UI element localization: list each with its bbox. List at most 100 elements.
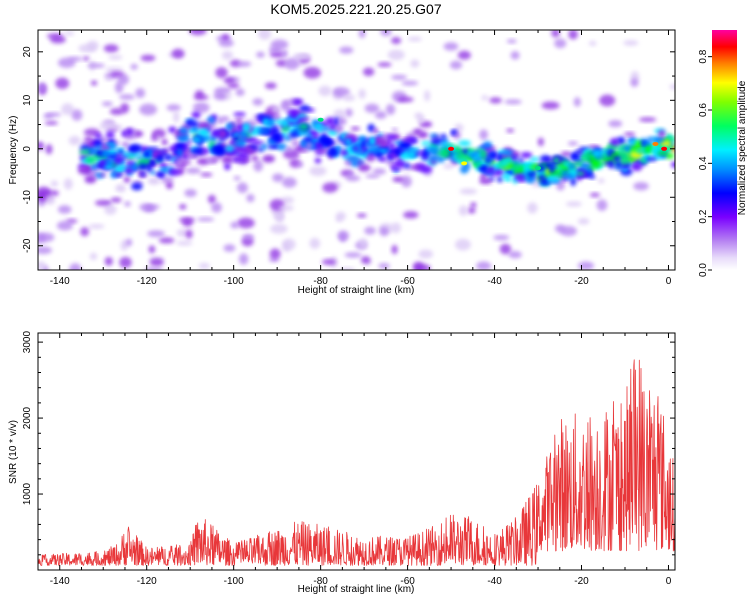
spectrogram-noise-cell	[303, 66, 322, 79]
spectrogram-noise-cell	[630, 78, 639, 88]
spectrogram-noise-cell	[130, 63, 138, 70]
spectrogram-ridge-cell	[623, 132, 636, 136]
spectrogram-cells	[38, 30, 675, 270]
snr-axes: -140 -120 -100 -80 -60 -40 -20 0 1000 2000 3000	[22, 331, 675, 587]
spectrogram-ridge-cell	[156, 154, 164, 162]
spectrogram-noise-cell	[120, 102, 130, 114]
spectrogram-noise-cell	[597, 178, 605, 184]
spectrogram-ridge-cell	[101, 150, 111, 157]
spectrogram-noise-cell	[412, 261, 424, 270]
spectrogram-noise-cell	[339, 46, 354, 54]
spectrogram-ridge-cell	[575, 171, 585, 177]
spectrogram-ridge-cell	[146, 146, 160, 151]
spectrogram-noise-cell	[44, 120, 59, 125]
spectrogram-ridge-cell	[124, 167, 133, 174]
spectrogram-noise-cell	[476, 261, 492, 270]
snr-xtick-label: -40	[487, 576, 502, 587]
spectrogram-noise-cell	[390, 36, 402, 45]
spectrogram-ridge-cell	[619, 151, 627, 159]
spectrogram-noise-cell	[459, 188, 478, 195]
spectrogram-noise-cell	[589, 192, 601, 198]
colorbar-tick-label: 0.4	[698, 156, 709, 170]
spectrogram-noise-cell	[377, 62, 392, 67]
spectrogram-noise-cell	[403, 211, 419, 219]
spectrogram-noise-cell	[364, 226, 376, 235]
spectrogram-noise-cell	[321, 259, 336, 266]
spectrogram-ridge-cell	[235, 117, 244, 123]
spectrogram-ridge-cell	[158, 162, 168, 168]
spectrogram-noise-cell	[560, 226, 577, 237]
spectrogram-noise-cell	[45, 194, 56, 205]
spectrogram-noise-cell	[200, 172, 213, 177]
spectrogram-ridge-cell	[281, 100, 290, 106]
spectrogram-ridge-cell	[233, 141, 247, 148]
spectrogram-ridge-cell	[409, 164, 421, 170]
spectrogram-ridge-cell	[168, 126, 177, 133]
spectrogram-ridge-cell	[127, 145, 139, 153]
spectrogram-noise-cell	[375, 111, 387, 120]
spectrogram-noise-cell	[57, 205, 72, 214]
chart-title: KOM5.2025.221.20.25.G07	[270, 1, 441, 17]
spectrogram-ridge-cell	[545, 163, 558, 168]
spectrogram-ridge-cell	[635, 149, 646, 153]
spectrogram-ridge-cell	[205, 157, 217, 164]
snr-ytick-label: 1000	[22, 482, 33, 505]
spectrogram-ylabel: Frequency (Hz)	[8, 116, 19, 185]
spectrogram-ridge-cell	[292, 98, 304, 106]
spectrogram-ridge-cell	[198, 135, 210, 141]
spectrogram-ridge-cell	[619, 159, 631, 165]
snr-xtick-label: -80	[313, 576, 328, 587]
spectrogram-peak-cell	[448, 146, 455, 151]
spectrogram-ridge-cell	[367, 123, 375, 133]
spectrogram-noise-cell	[387, 49, 405, 61]
spectrogram-ridge-cell	[391, 128, 398, 132]
spectrogram-noise-cell	[342, 94, 356, 102]
spectrogram-noise-cell	[196, 217, 215, 222]
colorbar-tick-label: 0.2	[698, 209, 709, 223]
spectrogram-ridge-cell	[388, 142, 396, 150]
spectrogram-noise-cell	[246, 193, 255, 203]
spectrogram-noise-cell	[221, 50, 234, 60]
spectrogram-ridge-cell	[107, 154, 117, 159]
snr-xtick-label: -60	[400, 576, 415, 587]
spectrogram-ridge-cell	[131, 182, 143, 191]
spectrogram-ridge-cell	[671, 161, 675, 168]
spectrogram-ridge-cell	[480, 165, 488, 173]
spectrogram-noise-cell	[386, 158, 396, 167]
spectrogram-ridge-cell	[182, 144, 189, 150]
spectrogram-ridge-cell	[211, 129, 220, 138]
snr-ytick-label: 3000	[22, 331, 33, 354]
spectrogram-noise-cell	[358, 88, 366, 99]
spectrogram-noise-cell	[235, 88, 245, 97]
spectrogram-ridge-cell	[537, 174, 546, 181]
spectrogram-ridge-cell	[296, 131, 310, 136]
spectrogram-ridge-cell	[137, 163, 148, 171]
spectrogram-ridge-cell	[226, 122, 233, 132]
spectrogram-ridge-cell	[562, 173, 573, 179]
spectrogram-ridge-cell	[232, 157, 243, 162]
spectrogram-ridge-cell	[552, 156, 560, 165]
spectrogram-noise-cell	[105, 66, 124, 73]
spectrogram-ridge-cell	[276, 142, 287, 151]
spectrogram-ridge-cell	[374, 137, 385, 147]
spectrogram-ridge-cell	[591, 149, 602, 158]
spectrogram-noise-cell	[38, 246, 53, 255]
spectrogram-ridge-cell	[658, 136, 664, 143]
spectrogram-ridge-cell	[298, 104, 311, 112]
spectrogram-ridge-cell	[357, 160, 364, 165]
spectrogram-noise-cell	[577, 218, 590, 225]
spectrogram-ridge-cell	[145, 164, 153, 173]
spectrogram-noise-cell	[567, 141, 579, 146]
spectrogram-noise-cell	[470, 202, 477, 208]
spectrogram-noise-cell	[281, 49, 288, 58]
spectrogram-ridge-cell	[313, 122, 324, 131]
spectrogram-noise-cell	[271, 105, 280, 114]
snr-xlabel: Height of straight line (km)	[298, 584, 415, 595]
spectrogram-noise-cell	[242, 233, 255, 240]
spectrogram-ridge-cell	[290, 110, 298, 119]
spectrogram-ridge-cell	[339, 149, 349, 156]
spectrogram-noise-cell	[356, 213, 367, 218]
spectrogram-ridge-cell	[497, 153, 504, 159]
spectrogram-ridge-cell	[260, 143, 268, 150]
spectrogram-ridge-cell	[407, 150, 417, 159]
